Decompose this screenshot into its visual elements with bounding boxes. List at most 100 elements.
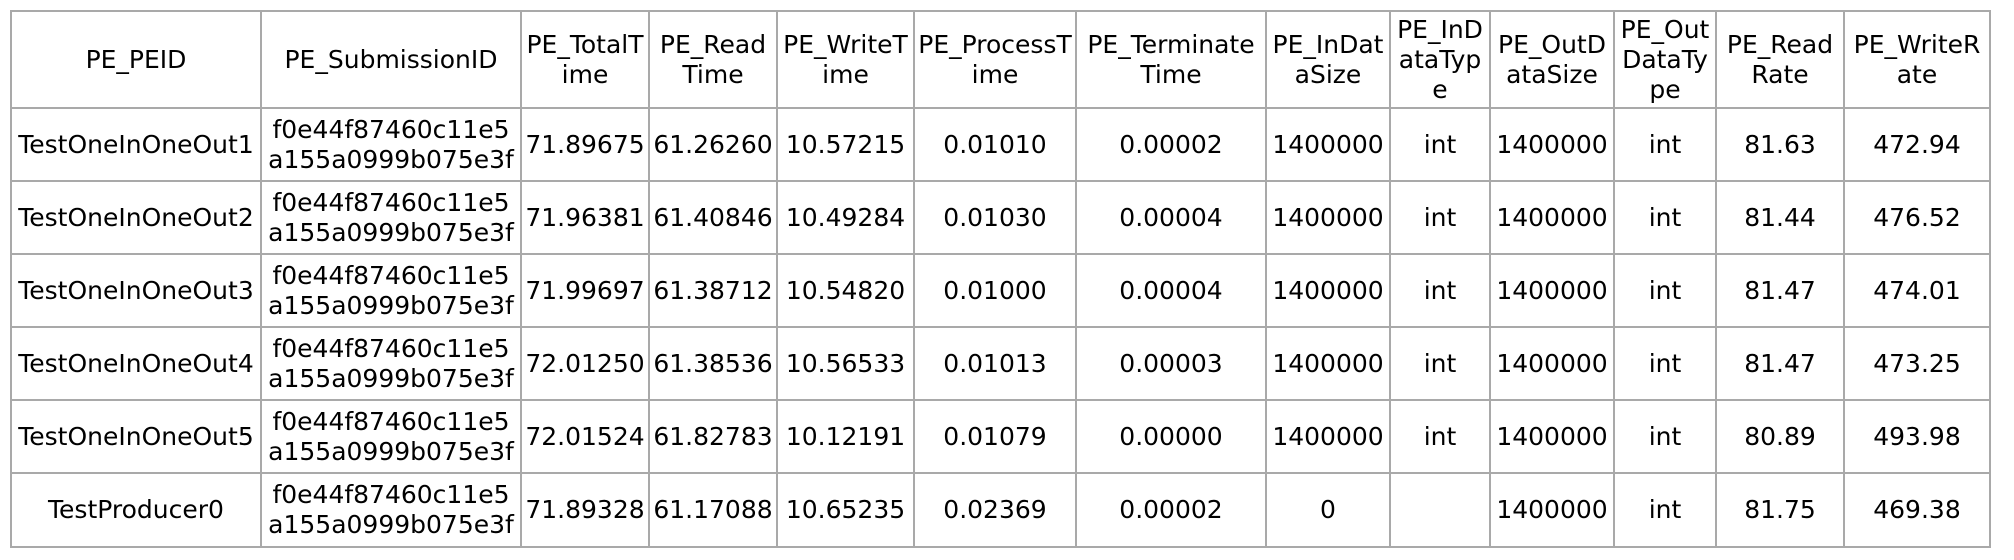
cell-pe-out-data-type: int [1613, 253, 1717, 328]
cell-pe-out-data-type: int [1613, 399, 1717, 474]
cell-pe-read-rate: 81.47 [1715, 326, 1845, 401]
table-row: TestOneInOneOut4 f0e44f87460c11e5a155a09… [10, 326, 1991, 401]
cell-pe-write-time: 10.54820 [776, 253, 915, 328]
cell-pe-read-time: 61.38536 [648, 326, 778, 401]
header-pe-submission-id: PE_SubmissionID [260, 10, 522, 109]
cell-pe-submission-id: f0e44f87460c11e5a155a0999b075e3f [260, 180, 522, 255]
cell-pe-process-time: 0.01030 [913, 180, 1077, 255]
table-row: TestProducer0 f0e44f87460c11e5a155a0999b… [10, 472, 1991, 548]
table-row: TestOneInOneOut2 f0e44f87460c11e5a155a09… [10, 180, 1991, 255]
cell-pe-process-time: 0.01079 [913, 399, 1077, 474]
cell-pe-in-data-size: 1400000 [1265, 326, 1391, 401]
cell-pe-read-rate: 81.47 [1715, 253, 1845, 328]
cell-pe-write-rate: 473.25 [1843, 326, 1991, 401]
cell-pe-process-time: 0.01000 [913, 253, 1077, 328]
cell-pe-out-data-type: int [1613, 180, 1717, 255]
header-pe-read-rate: PE_ReadRate [1715, 10, 1845, 109]
cell-pe-write-rate: 472.94 [1843, 107, 1991, 182]
header-pe-out-data-type: PE_OutDataType [1613, 10, 1717, 109]
cell-pe-out-data-size: 1400000 [1489, 326, 1615, 401]
cell-pe-write-time: 10.49284 [776, 180, 915, 255]
table-header-row: PE_PEID PE_SubmissionID PE_TotalTime PE_… [10, 10, 1991, 109]
cell-pe-out-data-size: 1400000 [1489, 253, 1615, 328]
cell-pe-read-rate: 81.44 [1715, 180, 1845, 255]
cell-pe-read-time: 61.17088 [648, 472, 778, 548]
cell-pe-submission-id: f0e44f87460c11e5a155a0999b075e3f [260, 107, 522, 182]
cell-pe-read-time: 61.26260 [648, 107, 778, 182]
cell-pe-terminate-time: 0.00004 [1075, 180, 1267, 255]
table-container: PE_PEID PE_SubmissionID PE_TotalTime PE_… [10, 10, 1991, 548]
cell-pe-peid: TestOneInOneOut3 [10, 253, 262, 328]
cell-pe-total-time: 71.99697 [520, 253, 650, 328]
header-pe-terminate-time: PE_TerminateTime [1075, 10, 1267, 109]
cell-pe-in-data-type: int [1389, 107, 1491, 182]
cell-pe-write-rate: 469.38 [1843, 472, 1991, 548]
cell-pe-read-time: 61.82783 [648, 399, 778, 474]
cell-pe-write-time: 10.12191 [776, 399, 915, 474]
table-row: TestOneInOneOut3 f0e44f87460c11e5a155a09… [10, 253, 1991, 328]
cell-pe-out-data-size: 1400000 [1489, 180, 1615, 255]
header-pe-in-data-type: PE_InDataType [1389, 10, 1491, 109]
cell-pe-write-time: 10.57215 [776, 107, 915, 182]
cell-pe-read-rate: 81.63 [1715, 107, 1845, 182]
cell-pe-submission-id: f0e44f87460c11e5a155a0999b075e3f [260, 472, 522, 548]
cell-pe-submission-id: f0e44f87460c11e5a155a0999b075e3f [260, 326, 522, 401]
cell-pe-process-time: 0.01013 [913, 326, 1077, 401]
cell-pe-read-rate: 80.89 [1715, 399, 1845, 474]
cell-pe-peid: TestOneInOneOut2 [10, 180, 262, 255]
cell-pe-out-data-size: 1400000 [1489, 472, 1615, 548]
cell-pe-process-time: 0.02369 [913, 472, 1077, 548]
cell-pe-in-data-type: int [1389, 326, 1491, 401]
header-pe-write-time: PE_WriteTime [776, 10, 915, 109]
cell-pe-in-data-type [1389, 472, 1491, 548]
cell-pe-process-time: 0.01010 [913, 107, 1077, 182]
cell-pe-in-data-size: 1400000 [1265, 107, 1391, 182]
cell-pe-terminate-time: 0.00000 [1075, 399, 1267, 474]
cell-pe-out-data-type: int [1613, 472, 1717, 548]
header-pe-out-data-size: PE_OutDataSize [1489, 10, 1615, 109]
header-pe-in-data-size: PE_InDataSize [1265, 10, 1391, 109]
header-pe-total-time: PE_TotalTime [520, 10, 650, 109]
header-pe-peid: PE_PEID [10, 10, 262, 109]
cell-pe-terminate-time: 0.00002 [1075, 472, 1267, 548]
cell-pe-total-time: 72.01250 [520, 326, 650, 401]
cell-pe-in-data-size: 0 [1265, 472, 1391, 548]
cell-pe-in-data-type: int [1389, 180, 1491, 255]
header-pe-read-time: PE_ReadTime [648, 10, 778, 109]
pe-metrics-table: PE_PEID PE_SubmissionID PE_TotalTime PE_… [10, 10, 1991, 548]
cell-pe-in-data-size: 1400000 [1265, 399, 1391, 474]
cell-pe-write-time: 10.65235 [776, 472, 915, 548]
cell-pe-peid: TestProducer0 [10, 472, 262, 548]
header-pe-write-rate: PE_WriteRate [1843, 10, 1991, 109]
cell-pe-total-time: 71.96381 [520, 180, 650, 255]
cell-pe-out-data-size: 1400000 [1489, 399, 1615, 474]
cell-pe-read-time: 61.40846 [648, 180, 778, 255]
cell-pe-in-data-size: 1400000 [1265, 180, 1391, 255]
cell-pe-write-rate: 493.98 [1843, 399, 1991, 474]
header-pe-process-time: PE_ProcessTime [913, 10, 1077, 109]
cell-pe-in-data-type: int [1389, 399, 1491, 474]
cell-pe-read-time: 61.38712 [648, 253, 778, 328]
cell-pe-peid: TestOneInOneOut1 [10, 107, 262, 182]
cell-pe-terminate-time: 0.00004 [1075, 253, 1267, 328]
cell-pe-write-rate: 474.01 [1843, 253, 1991, 328]
cell-pe-submission-id: f0e44f87460c11e5a155a0999b075e3f [260, 253, 522, 328]
cell-pe-out-data-size: 1400000 [1489, 107, 1615, 182]
cell-pe-write-rate: 476.52 [1843, 180, 1991, 255]
cell-pe-in-data-size: 1400000 [1265, 253, 1391, 328]
cell-pe-peid: TestOneInOneOut4 [10, 326, 262, 401]
cell-pe-write-time: 10.56533 [776, 326, 915, 401]
cell-pe-submission-id: f0e44f87460c11e5a155a0999b075e3f [260, 399, 522, 474]
cell-pe-out-data-type: int [1613, 107, 1717, 182]
cell-pe-total-time: 71.89328 [520, 472, 650, 548]
cell-pe-terminate-time: 0.00002 [1075, 107, 1267, 182]
cell-pe-terminate-time: 0.00003 [1075, 326, 1267, 401]
cell-pe-peid: TestOneInOneOut5 [10, 399, 262, 474]
cell-pe-total-time: 72.01524 [520, 399, 650, 474]
table-row: TestOneInOneOut1 f0e44f87460c11e5a155a09… [10, 107, 1991, 182]
cell-pe-in-data-type: int [1389, 253, 1491, 328]
cell-pe-out-data-type: int [1613, 326, 1717, 401]
table-row: TestOneInOneOut5 f0e44f87460c11e5a155a09… [10, 399, 1991, 474]
cell-pe-total-time: 71.89675 [520, 107, 650, 182]
cell-pe-read-rate: 81.75 [1715, 472, 1845, 548]
